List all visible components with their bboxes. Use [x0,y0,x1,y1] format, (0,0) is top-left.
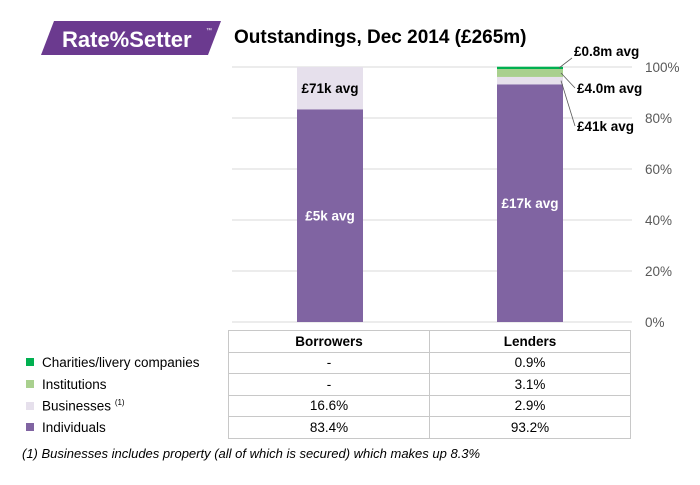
row-label: Institutions [42,376,107,392]
table-cell: - [228,373,430,396]
annotation-lenders-businesses-leader [560,80,576,127]
table-row-institutions: Institutions - 3.1% [22,373,631,396]
annotation-borrowers-individuals: £5k avg [305,209,355,224]
bar-segment-borrowers-individuals [297,109,363,322]
institutions-swatch [26,379,34,388]
businesses-swatch [26,401,34,410]
table-header-borrowers: Borrowers [228,330,430,353]
table-row-individuals: Individuals 83.4% 93.2% [22,416,631,439]
table-row-charities: Charities/livery companies - 0.9% [22,351,631,374]
annotation-lenders-charities: £0.8m avg [574,44,639,59]
data-table: Borrowers Lenders Charities/livery compa… [22,330,631,439]
y-tick-label: 100% [645,60,680,75]
table-cell: 0.9% [429,351,631,374]
table-cell: - [228,351,430,374]
row-label: Individuals [42,419,106,435]
table-cell: 3.1% [429,373,631,396]
table-header-lenders: Lenders [429,330,631,353]
logo-trademark: ™ [206,27,212,34]
footnote-marker: (1) [114,398,125,407]
annotation-lenders-charities-leader [558,57,573,69]
footnote: (1) Businesses includes property (all of… [22,446,481,461]
table-cell: 83.4% [228,416,430,439]
table-cell: 16.6% [228,394,430,417]
bar-segment-lenders-institutions [497,69,563,77]
charities-swatch [26,358,34,367]
table-cell: 2.9% [429,394,631,417]
bar-segment-lenders-individuals [497,84,563,322]
y-tick-label: 80% [645,111,672,126]
annotation-lenders-individuals: £17k avg [501,196,558,211]
row-label: Charities/livery companies [42,355,200,371]
row-label: Businesses [42,398,112,414]
y-tick-label: 60% [645,162,672,177]
bar-segment-lenders-charities [497,66,563,70]
bar-segment-lenders-businesses [497,76,563,85]
y-tick-label: 0% [645,315,665,330]
table-row-businesses: Businesses (1) 16.6% 2.9% [22,394,631,417]
bar-segment-borrowers-businesses [297,67,363,110]
annotation-lenders-institutions: £4.0m avg [577,81,642,96]
individuals-swatch [26,422,34,431]
table-cell: 93.2% [429,416,631,439]
y-tick-label: 40% [645,213,672,228]
annotation-lenders-businesses: £41k avg [577,119,634,134]
annotation-lenders-institutions-leader [560,72,576,89]
chart-title: Outstandings, Dec 2014 (£265m) [234,27,527,48]
ratesetter-logo: Rate%Setter ™ [41,21,221,55]
annotation-borrowers-businesses: £71k avg [301,81,358,96]
logo-text: Rate%Setter [62,27,192,52]
y-tick-label: 20% [645,264,672,279]
stacked-bar-chart: 0% 20% 40% 60% 80% 100% £5k avg £71k avg £17k a… [232,44,680,330]
